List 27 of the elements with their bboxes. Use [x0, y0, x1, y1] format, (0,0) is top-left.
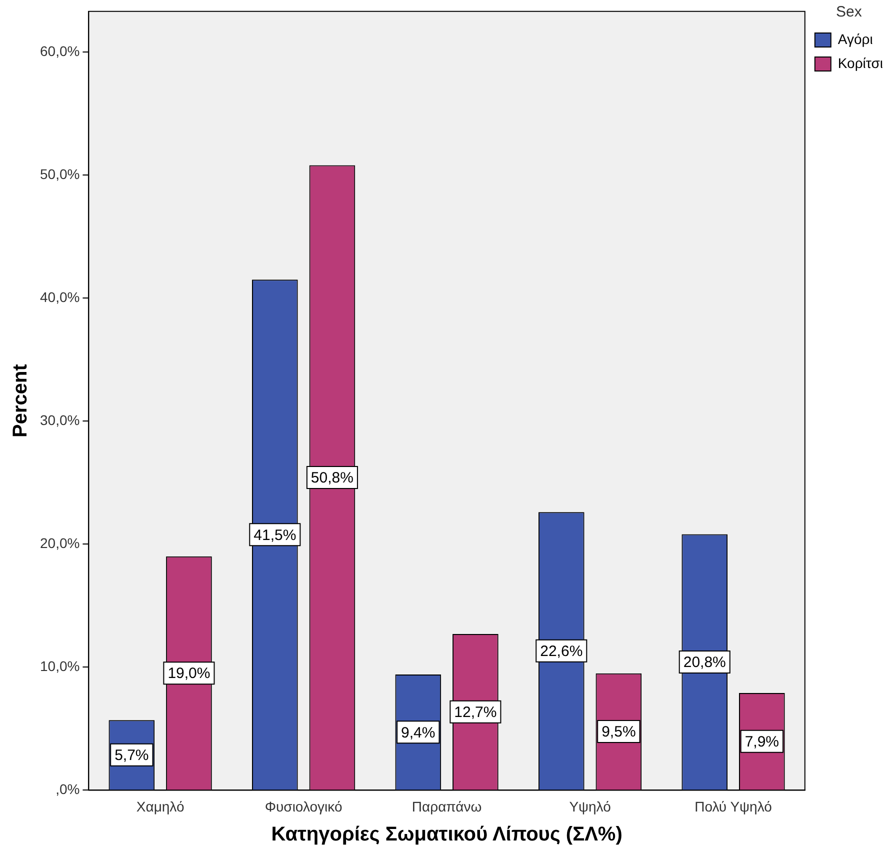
data-label: 12,7% [454, 704, 497, 721]
data-label: 7,9% [744, 733, 780, 750]
x-tick-label: Φυσιολογικό [264, 798, 342, 814]
x-tick-label: Χαμηλό [136, 798, 184, 814]
legend-title: Sex [836, 4, 862, 21]
legend-label: Κορίτσι [838, 54, 884, 71]
y-tick-label: 10,0% [40, 658, 80, 674]
data-label: 50,8% [310, 470, 354, 487]
data-label: 9,5% [602, 724, 636, 741]
x-tick-label: Παραπάνω [412, 798, 482, 814]
data-label: 9,4% [401, 724, 436, 742]
y-tick-label: ,0% [56, 781, 80, 798]
legend-label: Αγόρι [838, 30, 873, 47]
data-label: 22,6% [540, 643, 583, 660]
data-label: 19,0% [168, 665, 210, 682]
x-tick-label: Πολύ Υψηλό [694, 798, 772, 814]
x-tick-label: Υψηλό [569, 798, 612, 814]
data-label: 20,8% [683, 654, 726, 672]
y-tick-label: 30,0% [40, 412, 80, 428]
y-axis-title: Percent [10, 364, 32, 438]
x-axis-title: Κατηγορίες Σωματικού Λίπους (ΣΛ%) [271, 824, 622, 846]
y-tick-label: 60,0% [40, 42, 80, 59]
y-tick-label: 50,0% [40, 166, 80, 182]
y-tick-label: 20,0% [40, 534, 80, 551]
y-tick-label: 40,0% [40, 288, 80, 305]
data-label: 41,5% [254, 526, 296, 544]
data-label: 5,7% [114, 747, 149, 764]
